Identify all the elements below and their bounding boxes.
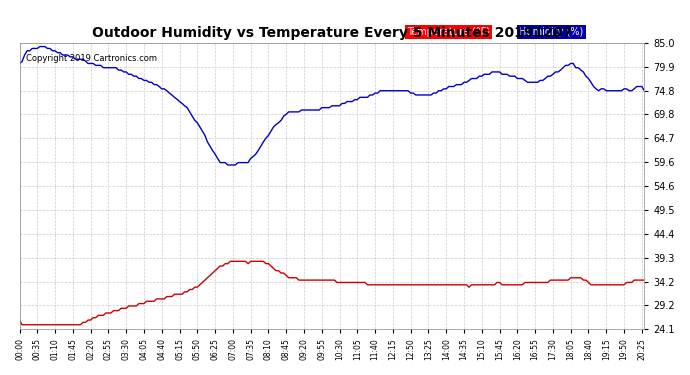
- Text: Humidity (%): Humidity (%): [520, 27, 584, 37]
- Text: Copyright 2019 Cartronics.com: Copyright 2019 Cartronics.com: [26, 54, 157, 63]
- Text: Temperature (°F): Temperature (°F): [407, 27, 490, 37]
- Title: Outdoor Humidity vs Temperature Every 5 Minutes 20191207: Outdoor Humidity vs Temperature Every 5 …: [92, 26, 572, 40]
